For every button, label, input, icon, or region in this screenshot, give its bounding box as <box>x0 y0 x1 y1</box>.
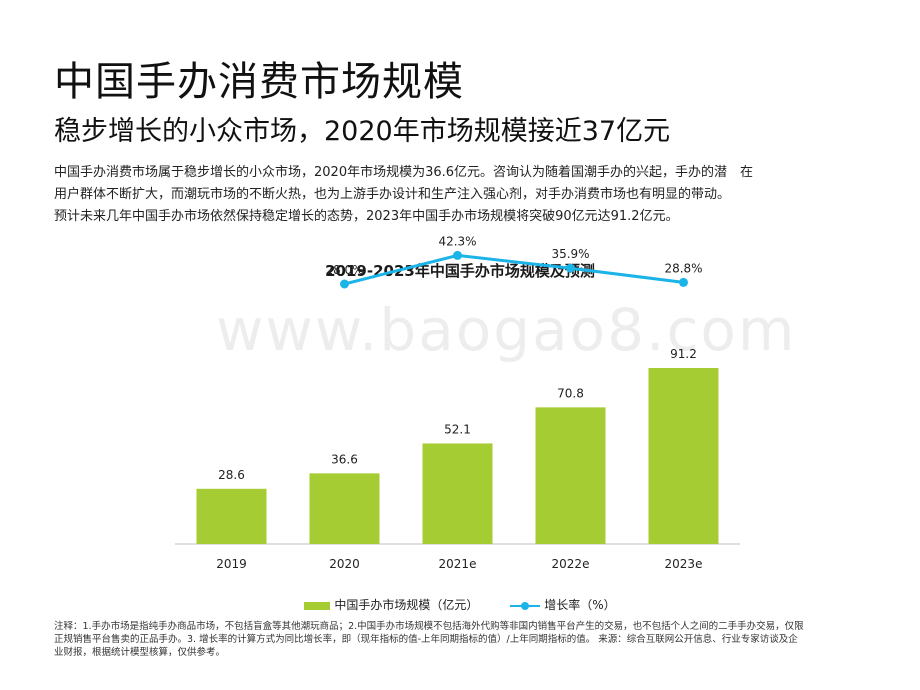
legend-item-line: 增长率（%） <box>510 596 616 613</box>
bar-value-label: 70.8 <box>557 386 584 400</box>
bar-2023e <box>648 367 719 544</box>
description: 中国手办消费市场属于稳步增长的小众市场，2020年市场规模为36.6亿元。咨询认… <box>54 162 876 228</box>
bar-2020 <box>309 473 380 544</box>
bar-2019 <box>196 488 267 544</box>
growth-rate-point <box>453 250 462 260</box>
bar-value-label: 36.6 <box>331 452 358 466</box>
growth-rate-label: 28.0% <box>325 263 363 277</box>
x-tick-label: 2020 <box>329 557 360 571</box>
footnote-line: 业财报，根据统计模型核算，仅供参考。 <box>54 647 226 658</box>
bar-value-label: 91.2 <box>670 347 697 361</box>
chart-title: 2019-2023年中国手办市场规模及预测 <box>325 262 595 280</box>
bar-value-label: 28.6 <box>218 468 245 482</box>
watermark: www.baogao8.com <box>216 296 797 364</box>
growth-rate-point <box>340 279 349 289</box>
bar-value-label: 52.1 <box>444 422 471 436</box>
legend-line-swatch <box>510 601 541 611</box>
chart-legend: 中国手办市场规模（亿元） 增长率（%） <box>0 596 920 613</box>
legend-line-label: 增长率（%） <box>544 598 616 612</box>
description-line: 中国手办消费市场属于稳步增长的小众市场，2020年市场规模为36.6亿元。咨询认… <box>54 165 754 180</box>
x-tick-label: 2023e <box>665 557 703 571</box>
page-title: 中国手办消费市场规模 <box>54 59 464 105</box>
growth-rate-label: 35.9% <box>551 247 589 261</box>
growth-rate-label: 42.3% <box>438 234 476 248</box>
bar-2022e <box>535 407 606 544</box>
legend-bar-swatch <box>304 601 331 610</box>
footnote: 注释：1.手办市场是指纯手办商品市场，不包括盲盒等其他潮玩商品；2.中国手办市场… <box>54 620 876 659</box>
legend-bar-label: 中国手办市场规模（亿元） <box>334 598 479 612</box>
x-tick-label: 2021e <box>439 557 477 571</box>
growth-rate-line <box>344 253 684 286</box>
footnote-line: 注释：1.手办市场是指纯手办商品市场，不包括盲盒等其他潮玩商品；2.中国手办市场… <box>54 621 804 632</box>
legend-item-bar: 中国手办市场规模（亿元） <box>304 596 478 613</box>
growth-rate-point <box>679 277 688 287</box>
growth-rate-point <box>566 263 575 273</box>
page-subtitle: 稳步增长的小众市场，2020年市场规模接近37亿元 <box>54 116 671 147</box>
footnote-line: 正规销售平台售卖的正品手办。3. 增长率的计算方式为同比增长率，即（现年指标的值… <box>54 634 798 645</box>
bar-2021e <box>422 443 493 544</box>
description-line: 用户群体不断扩大，而潮玩市场的不断火热，也为上游手办设计和生产注入强心剂，对手办… <box>54 187 731 202</box>
description-line: 预计未来几年中国手办市场依然保持稳定增长的态势，2023年中国手办市场规模将突破… <box>54 209 679 224</box>
growth-rate-label: 28.8% <box>664 261 702 275</box>
x-tick-label: 2022e <box>552 557 590 571</box>
x-tick-label: 2019 <box>216 557 247 571</box>
